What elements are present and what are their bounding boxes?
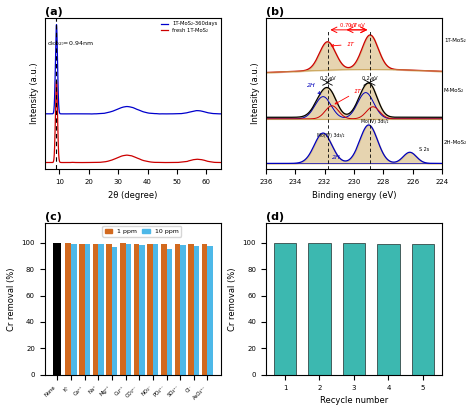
Text: 2H: 2H <box>332 155 341 160</box>
Bar <box>71 244 76 375</box>
1T-MoS₂-360days <box>128 105 134 110</box>
Legend: 1 ppm, 10 ppm: 1 ppm, 10 ppm <box>102 226 181 236</box>
fresh 1T-MoS₂ <box>213 160 219 165</box>
1T-MoS₂-360days <box>123 104 129 109</box>
fresh 1T-MoS₂ <box>213 160 219 165</box>
Text: (a): (a) <box>45 7 63 17</box>
1T-MoS₂-360days <box>88 112 94 117</box>
Bar <box>194 246 200 375</box>
Bar <box>106 244 112 375</box>
Bar <box>153 244 158 375</box>
Bar <box>98 244 104 375</box>
Bar <box>343 243 365 375</box>
Text: 0.7 eV: 0.7 eV <box>348 23 365 28</box>
Text: 1T: 1T <box>335 89 362 104</box>
Text: M-MoS₂: M-MoS₂ <box>444 88 464 93</box>
Bar <box>84 244 90 375</box>
fresh 1T-MoS₂ <box>79 160 85 165</box>
fresh 1T-MoS₂ <box>54 79 59 84</box>
Bar <box>139 245 145 375</box>
fresh 1T-MoS₂ <box>218 160 224 165</box>
1T-MoS₂-360days <box>42 111 47 116</box>
1T-MoS₂-360days <box>181 111 187 116</box>
1T-MoS₂-360days <box>213 111 219 116</box>
fresh 1T-MoS₂ <box>181 159 187 164</box>
Bar <box>65 243 71 375</box>
Bar <box>79 243 84 375</box>
Bar <box>180 245 186 375</box>
Text: 0.2 eV: 0.2 eV <box>319 77 335 82</box>
Text: 2H-MoS₂: 2H-MoS₂ <box>444 140 467 145</box>
Bar <box>112 248 118 375</box>
fresh 1T-MoS₂ <box>123 153 129 158</box>
Text: d$_{(002)}$=0.94nm: d$_{(002)}$=0.94nm <box>47 40 94 48</box>
Bar <box>93 244 98 375</box>
Bar <box>274 243 296 375</box>
Bar <box>377 244 400 375</box>
Line: fresh 1T-MoS₂: fresh 1T-MoS₂ <box>45 82 221 163</box>
Text: S 2s: S 2s <box>419 147 429 152</box>
X-axis label: Recycle number: Recycle number <box>320 396 388 405</box>
fresh 1T-MoS₂ <box>128 153 134 158</box>
X-axis label: Binding energy (eV): Binding energy (eV) <box>312 191 396 200</box>
Bar <box>308 243 331 375</box>
Y-axis label: Cr removal (%): Cr removal (%) <box>228 267 237 331</box>
Bar <box>412 244 434 375</box>
Bar <box>166 249 172 375</box>
Bar <box>161 244 166 375</box>
1T-MoS₂-360days <box>213 111 219 116</box>
Bar <box>188 244 194 375</box>
Bar <box>208 246 213 375</box>
Text: 1T-MoS₂: 1T-MoS₂ <box>444 38 466 43</box>
Text: 2H: 2H <box>307 82 320 94</box>
Text: 0.2 eV: 0.2 eV <box>362 77 377 82</box>
Line: 1T-MoS₂-360days: 1T-MoS₂-360days <box>45 25 221 114</box>
Bar <box>174 244 180 375</box>
fresh 1T-MoS₂ <box>42 160 47 165</box>
Text: 1T: 1T <box>331 42 355 47</box>
X-axis label: 2θ (degree): 2θ (degree) <box>108 191 157 200</box>
Text: 0.7 eV: 0.7 eV <box>340 23 357 28</box>
Bar <box>126 244 131 375</box>
Y-axis label: Cr removal (%): Cr removal (%) <box>7 267 16 331</box>
Bar <box>134 244 139 375</box>
fresh 1T-MoS₂ <box>51 158 56 163</box>
Bar <box>147 244 153 375</box>
Text: Mo(IV) 3d₃/₂: Mo(IV) 3d₃/₂ <box>317 133 345 138</box>
Bar <box>202 244 208 375</box>
Bar <box>53 243 61 375</box>
Y-axis label: Intensity (a.u.): Intensity (a.u.) <box>251 63 260 124</box>
1T-MoS₂-360days <box>51 109 56 114</box>
Text: (c): (c) <box>45 212 62 222</box>
Y-axis label: Intensity (a.u.): Intensity (a.u.) <box>30 63 39 124</box>
Text: Mo(IV) 3d₅/₂: Mo(IV) 3d₅/₂ <box>361 119 389 124</box>
1T-MoS₂-360days <box>54 22 59 27</box>
1T-MoS₂-360days <box>218 111 224 116</box>
Bar <box>120 243 126 375</box>
Legend: 1T-MoS₂-360days, fresh 1T-MoS₂: 1T-MoS₂-360days, fresh 1T-MoS₂ <box>160 20 219 34</box>
Text: (b): (b) <box>266 7 284 17</box>
Text: (d): (d) <box>266 212 284 222</box>
